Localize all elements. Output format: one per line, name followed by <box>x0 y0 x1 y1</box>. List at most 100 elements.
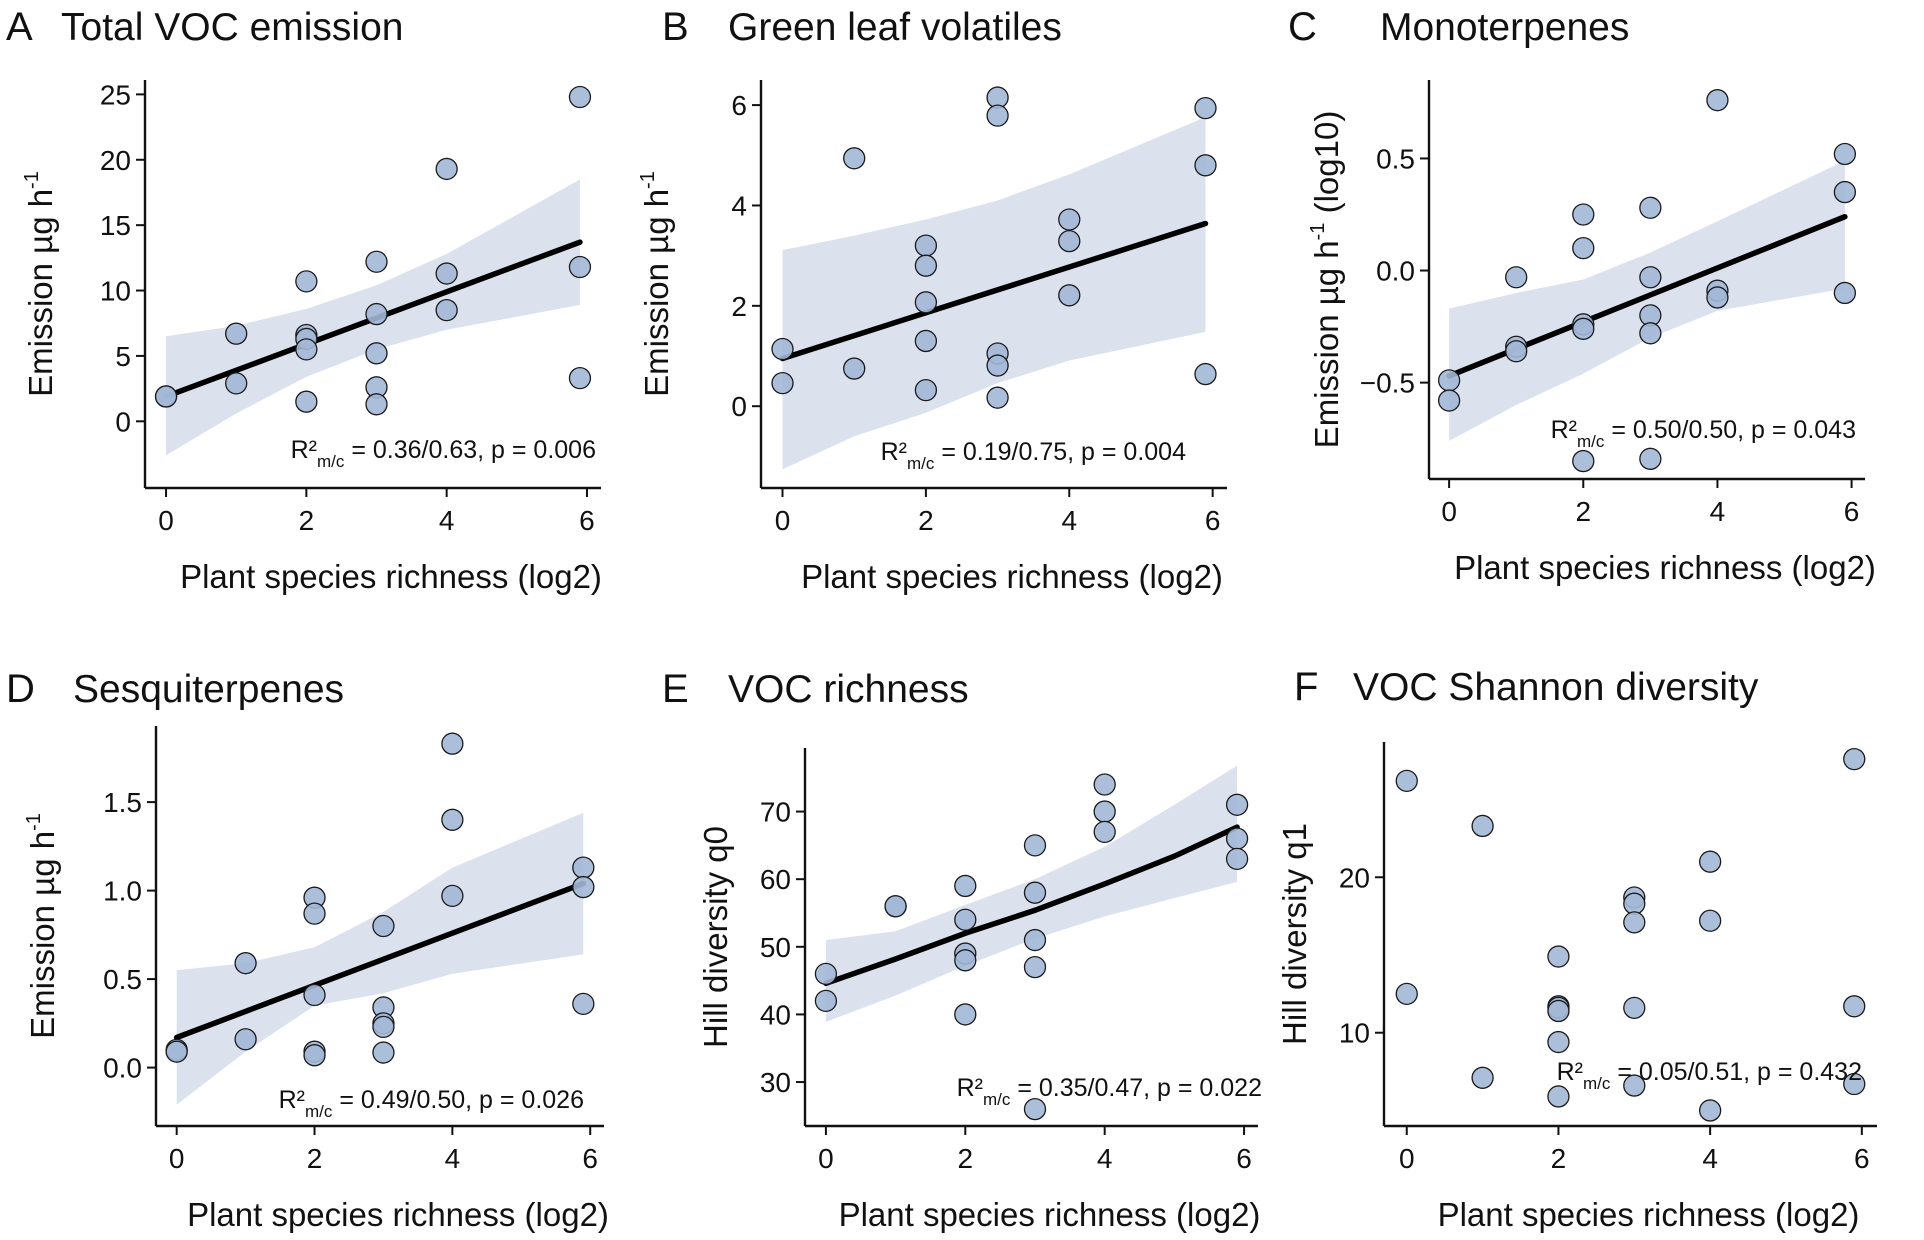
regression-line <box>173 880 587 1041</box>
panel-f: F VOC Shannon diversity 0 2 4 6 10 20 Plant spec… <box>1276 665 1877 1233</box>
y-tick-label: 2 <box>731 291 747 322</box>
data-point <box>986 386 1009 409</box>
data-point <box>1698 909 1722 932</box>
x-tick-label: 0 <box>1399 1143 1415 1174</box>
y-tick-label: 10 <box>100 276 131 307</box>
data-point <box>1437 389 1461 412</box>
data-point <box>1698 1099 1722 1122</box>
panel-letter: C <box>1288 5 1317 49</box>
stats-annotation: R²m/c = 0.05/0.51, p = 0.432 <box>1557 1058 1862 1093</box>
y-axis-label-superscript: -1 <box>637 171 659 189</box>
y-axis-label: Emission µg h-1 (log10) <box>1307 111 1345 449</box>
data-point <box>1023 928 1047 952</box>
data-point <box>1023 955 1047 979</box>
data-point <box>1023 834 1047 857</box>
panel-letter: A <box>6 5 33 49</box>
y-tick-label: 70 <box>760 797 791 828</box>
x-tick-label: 4 <box>1702 1143 1718 1174</box>
r-squared-label: R² <box>1551 416 1577 444</box>
y-tick-label: 60 <box>760 864 791 895</box>
x-tick-label: 0 <box>158 505 174 536</box>
data-point <box>572 992 595 1016</box>
r-squared-subscript: m/c <box>907 454 935 473</box>
stats-annotation: R²m/c = 0.19/0.75, p = 0.004 <box>881 438 1186 473</box>
data-point <box>771 371 794 395</box>
x-tick-label: 0 <box>1441 496 1457 527</box>
data-point <box>1706 89 1729 112</box>
r-squared-subscript: m/c <box>983 1090 1011 1109</box>
data-point <box>1471 814 1494 838</box>
stats-text: = 0.49/0.50, p = 0.026 <box>332 1086 584 1114</box>
data-point <box>914 378 938 402</box>
data-point <box>572 875 595 899</box>
data-point <box>1225 827 1249 850</box>
data-point <box>1623 911 1646 934</box>
data-point <box>365 302 388 326</box>
data-point <box>1698 850 1722 873</box>
y-tick-label: 1.0 <box>103 876 142 907</box>
data-point <box>365 250 388 273</box>
data-point <box>986 104 1009 127</box>
r-squared-label: R² <box>279 1086 305 1114</box>
data-point <box>441 732 464 755</box>
stats-text: = 0.05/0.51, p = 0.432 <box>1610 1058 1862 1086</box>
data-point <box>1623 1074 1646 1097</box>
y-axis-label-main: Hill diversity q1 <box>1276 823 1313 1045</box>
x-axis-label: Plant species richness (log2) <box>839 1196 1261 1233</box>
data-point <box>1833 281 1857 305</box>
data-point <box>1623 892 1646 915</box>
r-squared-label: R² <box>957 1074 983 1102</box>
data-point <box>372 1041 395 1064</box>
x-tick-label: 6 <box>1844 496 1860 527</box>
data-point <box>435 299 458 322</box>
data-point <box>954 908 977 931</box>
x-tick-label: 0 <box>775 505 791 536</box>
x-tick-label: 4 <box>445 1143 461 1174</box>
panel-c: C Monoterpenes 0 2 4 6 −0.5 0.0 0.5 Plant species… <box>1288 5 1876 586</box>
data-point <box>1471 1066 1494 1089</box>
x-tick-label: 2 <box>307 1143 323 1174</box>
y-axis-label-superscript: -1 <box>1307 223 1329 241</box>
data-point <box>1437 369 1461 392</box>
y-axis-label: Emission µg h-1 <box>637 171 675 397</box>
data-point <box>1572 317 1595 340</box>
data-point <box>568 367 592 390</box>
data-point <box>843 147 866 170</box>
data-point <box>1833 180 1857 204</box>
x-tick-label: 0 <box>818 1143 834 1174</box>
y-axis-label: Hill diversity q1 <box>1276 823 1313 1045</box>
y-axis-label-suffix: (log10) <box>1308 111 1345 223</box>
data-point <box>1093 773 1116 796</box>
y-tick-label: 40 <box>760 999 791 1030</box>
y-tick-label: 50 <box>760 932 791 963</box>
data-point <box>295 270 318 293</box>
x-axis-label: Plant species richness (log2) <box>1454 549 1876 586</box>
data-point <box>1093 820 1116 843</box>
x-axis-label: Plant species richness (log2) <box>801 558 1223 595</box>
y-tick-label: −0.5 <box>1360 368 1415 399</box>
panel-title: VOC Shannon diversity <box>1353 666 1759 709</box>
stats-annotation: R²m/c = 0.49/0.50, p = 0.026 <box>279 1086 584 1121</box>
y-tick-label: 0 <box>731 391 747 422</box>
data-point <box>814 962 838 986</box>
data-point <box>234 1028 257 1051</box>
data-point <box>914 329 938 353</box>
r-squared-subscript: m/c <box>1583 1074 1611 1093</box>
data-point <box>372 1015 395 1039</box>
panel-title: Total VOC emission <box>61 6 403 49</box>
data-point <box>303 1044 326 1067</box>
data-point <box>814 989 838 1013</box>
data-point <box>1623 996 1646 1019</box>
x-tick-label: 0 <box>169 1143 185 1174</box>
data-point <box>572 856 595 879</box>
x-tick-label: 2 <box>918 505 934 536</box>
data-point <box>1395 769 1418 793</box>
data-point <box>435 157 458 181</box>
x-tick-label: 2 <box>299 505 315 536</box>
data-point <box>1547 1030 1570 1054</box>
data-point <box>234 952 257 975</box>
data-point <box>914 234 938 257</box>
data-point <box>1572 236 1595 260</box>
x-tick-label: 2 <box>958 1143 974 1174</box>
r-squared-subscript: m/c <box>317 452 345 471</box>
